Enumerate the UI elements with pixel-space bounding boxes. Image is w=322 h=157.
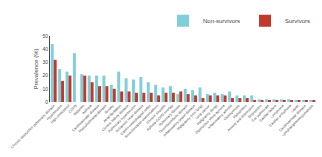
svg-text:Non-survivors: Non-survivors [203, 18, 240, 24]
svg-text:Diabetes: Diabetes [73, 104, 86, 117]
svg-text:Asthma: Asthma [81, 104, 92, 115]
svg-text:50: 50 [42, 33, 48, 39]
svg-text:Chronic kidney disease: Chronic kidney disease [101, 104, 129, 132]
svg-text:COPD: COPD [68, 104, 78, 114]
svg-text:Anxiety and depression: Anxiety and depression [227, 104, 256, 133]
svg-text:Lupus: Lupus [290, 104, 300, 114]
svg-text:High cholesterol: High cholesterol [50, 104, 71, 125]
svg-text:20: 20 [42, 72, 48, 78]
svg-text:Malnutrition: Malnutrition [232, 104, 248, 120]
svg-text:Cardiac arrhythmia: Cardiac arrhythmia [268, 104, 292, 128]
svg-text:Anxiety: Anxiety [104, 104, 115, 115]
svg-text:Obstructive sleep apnoea: Obstructive sleep apnoea [195, 104, 226, 135]
svg-text:Gastro-oesophageal reflux: Gastro-oesophageal reflux [120, 104, 152, 136]
svg-text:Thromboembolic disease: Thromboembolic disease [158, 104, 189, 135]
svg-text:Cardiovascular disease: Cardiovascular disease [278, 104, 307, 133]
svg-text:Survivors: Survivors [285, 18, 310, 24]
svg-text:Hypertension: Hypertension [46, 104, 63, 121]
svg-text:Chronic obstructive pulmonary: Chronic obstructive pulmonary disease [10, 104, 56, 150]
svg-text:Asthma-COPD overlap: Asthma-COPD overlap [146, 104, 174, 132]
svg-text:40: 40 [42, 46, 48, 52]
svg-text:Pulmonary fibrosis: Pulmonary fibrosis [158, 104, 181, 127]
svg-text:Malignancy (lung): Malignancy (lung) [196, 104, 218, 126]
svg-text:Atrial fibrillation: Atrial fibrillation [103, 104, 123, 124]
svg-text:Cor pulmonale: Cor pulmonale [251, 104, 270, 123]
svg-text:Lymphoma: Lymphoma [270, 104, 285, 119]
svg-text:0: 0 [45, 99, 48, 105]
svg-text:Depression: Depression [247, 104, 262, 119]
svg-text:Pulmonary hypertension: Pulmonary hypertension [107, 104, 137, 134]
svg-text:Ischaemic heart disease: Ischaemic heart disease [115, 104, 145, 134]
svg-text:Cardiac failure: Cardiac failure [259, 104, 278, 123]
svg-text:Musculoskeletal disease: Musculoskeletal disease [78, 104, 108, 134]
svg-text:Lung cancer: Lung cancer [194, 103, 211, 120]
svg-text:Inflammatory bowel disease: Inflammatory bowel disease [163, 104, 197, 138]
svg-text:Chronic sinusitis: Chronic sinusitis [146, 104, 167, 125]
svg-text:Cardiovascular disease: Cardiovascular disease [71, 104, 100, 133]
svg-text:30: 30 [42, 59, 48, 65]
svg-text:Prevalence (%): Prevalence (%) [33, 48, 39, 89]
svg-text:Inflammatory arthritis: Inflammatory arthritis [207, 104, 233, 130]
svg-text:Malignancy (non-lung): Malignancy (non-lung) [176, 104, 203, 131]
svg-text:Lymphangioleiomyomatosis: Lymphangioleiomyomatosis [281, 104, 314, 137]
svg-text:Bronchiectasis exacerbations: Bronchiectasis exacerbations [124, 104, 159, 139]
svg-text:Osteoporosis: Osteoporosis [223, 104, 241, 122]
svg-text:10: 10 [42, 86, 48, 92]
